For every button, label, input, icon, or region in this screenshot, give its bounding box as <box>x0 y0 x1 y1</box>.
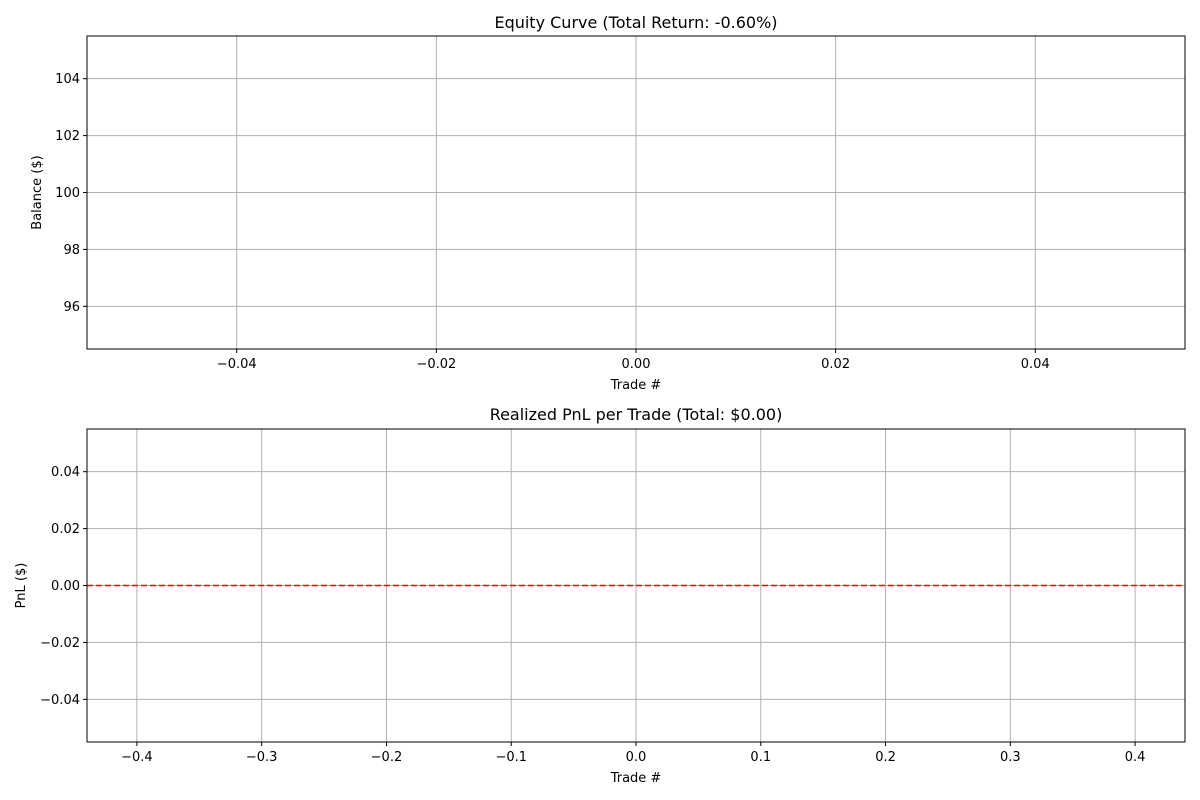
x-tick-label: 0.3 <box>1000 750 1021 765</box>
x-tick-label: 0.4 <box>1125 750 1146 765</box>
x-axis-label: Trade # <box>610 378 662 393</box>
y-tick-label: −0.02 <box>40 636 80 651</box>
x-tick-label: 0.02 <box>821 357 850 372</box>
chart-title: Realized PnL per Trade (Total: $0.00) <box>490 405 783 424</box>
y-axis-label: Balance ($) <box>30 155 45 229</box>
y-tick-label: 0.04 <box>51 465 80 480</box>
y-tick-label: 0.02 <box>51 522 80 537</box>
x-tick-label: −0.4 <box>121 750 153 765</box>
chart-title: Equity Curve (Total Return: -0.60%) <box>494 13 777 32</box>
pnl-per-trade-plot: Realized PnL per Trade (Total: $0.00) −0… <box>14 405 1186 786</box>
y-tick-label: 104 <box>55 72 80 87</box>
x-axis-label: Trade # <box>610 771 662 786</box>
x-tick-label: −0.3 <box>246 750 278 765</box>
y-tick-label: 102 <box>55 129 80 144</box>
x-tick-label: 0.00 <box>622 357 651 372</box>
y-tick-label: 0.00 <box>51 579 80 594</box>
y-axis-label: PnL ($) <box>14 563 29 609</box>
x-tick-label: −0.1 <box>495 750 527 765</box>
x-axis-ticks: −0.4 −0.3 −0.2 −0.1 0.0 0.1 0.2 0.3 0.4 <box>121 742 1145 765</box>
x-axis-ticks: −0.04 −0.02 0.00 0.02 0.04 <box>217 349 1050 372</box>
y-axis-ticks: −0.04 −0.02 0.00 0.02 0.04 <box>40 465 87 708</box>
x-tick-label: 0.04 <box>1021 357 1050 372</box>
y-tick-label: 100 <box>55 186 80 201</box>
y-tick-label: 98 <box>63 243 80 258</box>
x-tick-label: −0.02 <box>416 357 456 372</box>
x-tick-label: 0.2 <box>875 750 896 765</box>
x-tick-label: 0.0 <box>626 750 647 765</box>
x-tick-label: 0.1 <box>750 750 771 765</box>
y-axis-ticks: 96 98 100 102 104 <box>55 72 87 315</box>
equity-curve-plot: Equity Curve (Total Return: -0.60%) −0.0… <box>30 13 1186 393</box>
y-tick-label: 96 <box>63 300 80 315</box>
y-tick-label: −0.04 <box>40 693 80 708</box>
x-tick-label: −0.2 <box>371 750 403 765</box>
x-tick-label: −0.04 <box>217 357 257 372</box>
grid-lines <box>87 36 1185 349</box>
